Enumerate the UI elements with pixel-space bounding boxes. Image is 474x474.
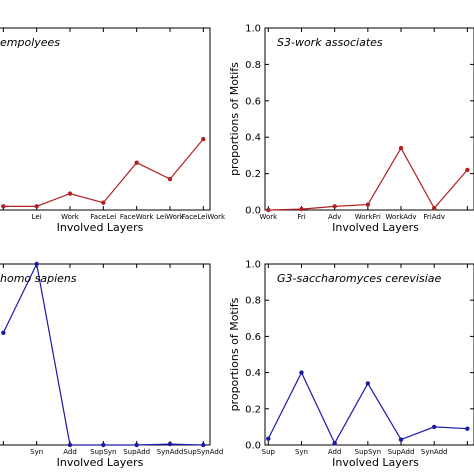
data-point <box>266 207 271 213</box>
data-point <box>101 442 106 448</box>
axes-frame <box>0 263 211 446</box>
x-tick-label: SynAdd <box>421 448 448 456</box>
x-tick-label: Lei <box>32 213 42 221</box>
x-tick-label: Fri <box>297 213 305 221</box>
data-point <box>134 160 139 165</box>
series-line <box>268 146 468 211</box>
y-tick-label: 0.4 <box>245 368 261 379</box>
data-point <box>34 261 39 267</box>
data-point <box>167 176 173 182</box>
data-point <box>134 442 139 448</box>
series <box>1 261 206 448</box>
data-point <box>431 205 437 211</box>
y-tick-label: 0.8 <box>245 60 261 71</box>
y-axis-label: proportions of Motifs <box>228 297 241 411</box>
y-axis-label: proportions of Motifs <box>228 62 241 176</box>
data-point <box>332 440 337 446</box>
axes-frame <box>0 27 211 211</box>
x-tick-label: Work <box>259 213 278 221</box>
y-tick-label: 0.6 <box>245 96 261 107</box>
x-axis-label: Involved Layers <box>332 456 419 469</box>
data-point <box>167 441 173 447</box>
data-point <box>431 424 437 430</box>
y-tick-label: 0.8 <box>245 296 261 307</box>
x-tick-label: Adv <box>328 213 341 221</box>
x-tick-label: Add <box>328 448 342 456</box>
x-tick-label: Syn <box>295 448 308 456</box>
y-tick-label: 0.6 <box>245 332 261 343</box>
x-tick-label: SupAdd <box>123 448 150 456</box>
x-tick-label: WorkAdv <box>386 213 417 221</box>
x-tick-label: FriAdv <box>423 213 445 221</box>
data-point <box>398 437 404 442</box>
y-tick-label: 0.4 <box>245 133 261 144</box>
data-point <box>1 330 6 335</box>
y-tick-label: 1.0 <box>245 24 261 35</box>
x-tick-label: Syn <box>30 448 43 456</box>
x-tick-label: Add <box>63 448 77 456</box>
x-tick-label: FaceLeiWork <box>182 213 227 221</box>
data-point <box>266 436 271 441</box>
x-tick-label: WorkFri <box>355 213 381 221</box>
y-tick-label: 0.2 <box>245 169 261 180</box>
x-tick-label: FaceWork <box>120 213 155 221</box>
series <box>266 370 470 446</box>
data-point <box>201 136 206 142</box>
series-line <box>2 262 204 446</box>
x-axis-label: Involved Layers <box>57 456 144 469</box>
x-axis-label: Involved Layers <box>57 221 144 234</box>
data-point <box>67 191 73 196</box>
x-tick-label: SupSyn <box>90 448 116 456</box>
panel-1: Lei Work FaceLei FaceWork LeiWorkFaceLeiWork… <box>0 27 227 234</box>
data-point <box>332 204 337 209</box>
axes-frame <box>264 27 474 211</box>
data-point <box>365 381 371 386</box>
panel-title: homo sapiens <box>0 272 77 285</box>
panel-title: G3-saccharomyces cerevisiae <box>277 272 441 285</box>
y-tick-label: 1.0 <box>245 260 261 271</box>
data-point <box>34 204 39 209</box>
data-point <box>465 167 470 173</box>
y-tick-label: 0.0 <box>245 441 261 452</box>
data-point <box>299 370 304 375</box>
x-tick-label: Sup <box>262 448 276 456</box>
data-point <box>398 145 404 151</box>
panel-title: empolyees <box>0 36 60 49</box>
x-tick-label: Work <box>61 213 80 221</box>
data-point <box>201 442 206 448</box>
data-point <box>101 200 106 205</box>
y-tick-label: 0.2 <box>245 404 261 415</box>
series <box>1 136 206 209</box>
data-point <box>299 206 304 212</box>
data-point <box>67 442 73 448</box>
x-axis-label: Involved Layers <box>332 221 419 234</box>
x-tick-label: SynAdd <box>157 448 184 456</box>
series-line <box>3 138 204 207</box>
series <box>266 145 470 213</box>
x-tick-label: SupSyn <box>355 448 381 456</box>
panel-title: S3-work associates <box>277 36 383 49</box>
y-tick-label: 0.0 <box>245 206 261 217</box>
x-tick-label: SupSynAdd <box>183 448 223 456</box>
x-tick-label: LeiWork <box>156 213 185 221</box>
x-tick-label: SupAdd <box>388 448 415 456</box>
data-point <box>1 204 6 209</box>
axes-frame <box>264 263 474 446</box>
x-tick-label: FaceLei <box>90 213 116 221</box>
data-point <box>365 202 371 207</box>
data-point <box>465 426 470 431</box>
